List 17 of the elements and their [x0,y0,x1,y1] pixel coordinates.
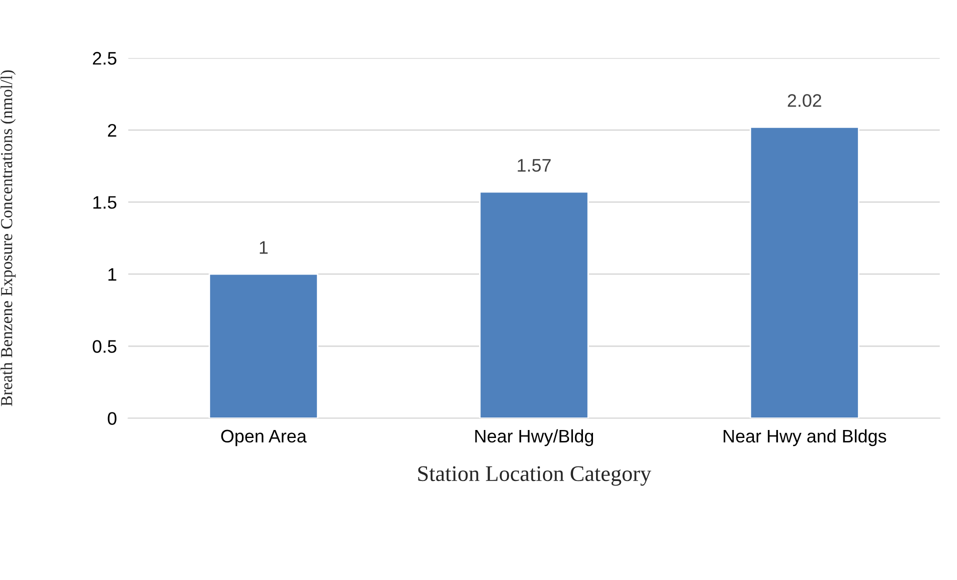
bar [479,191,589,418]
y-tick-label: 0 [108,412,116,425]
data-label: 1 [260,241,268,254]
y-tick-label: 1.5 [93,196,116,209]
y-axis-title: Breath Benzene Exposure Concentrations (nmol/l) [0,70,16,406]
data-label: 1.57 [518,159,551,172]
x-tick-label: Near Hwy and Bldgs [724,429,886,446]
x-tick-label: Open Area [221,430,307,446]
bar [750,126,860,418]
y-tick-label: 1 [108,268,116,281]
y-tick-label: 2 [108,124,116,137]
x-tick-label: Near Hwy/Bldg [475,429,594,446]
y-tick-label: 0.5 [92,340,116,353]
x-axis-title: Station Location Category [418,466,652,486]
y-tick-label: 2.5 [92,52,116,65]
bar [208,273,318,418]
data-label: 2.02 [788,94,822,107]
